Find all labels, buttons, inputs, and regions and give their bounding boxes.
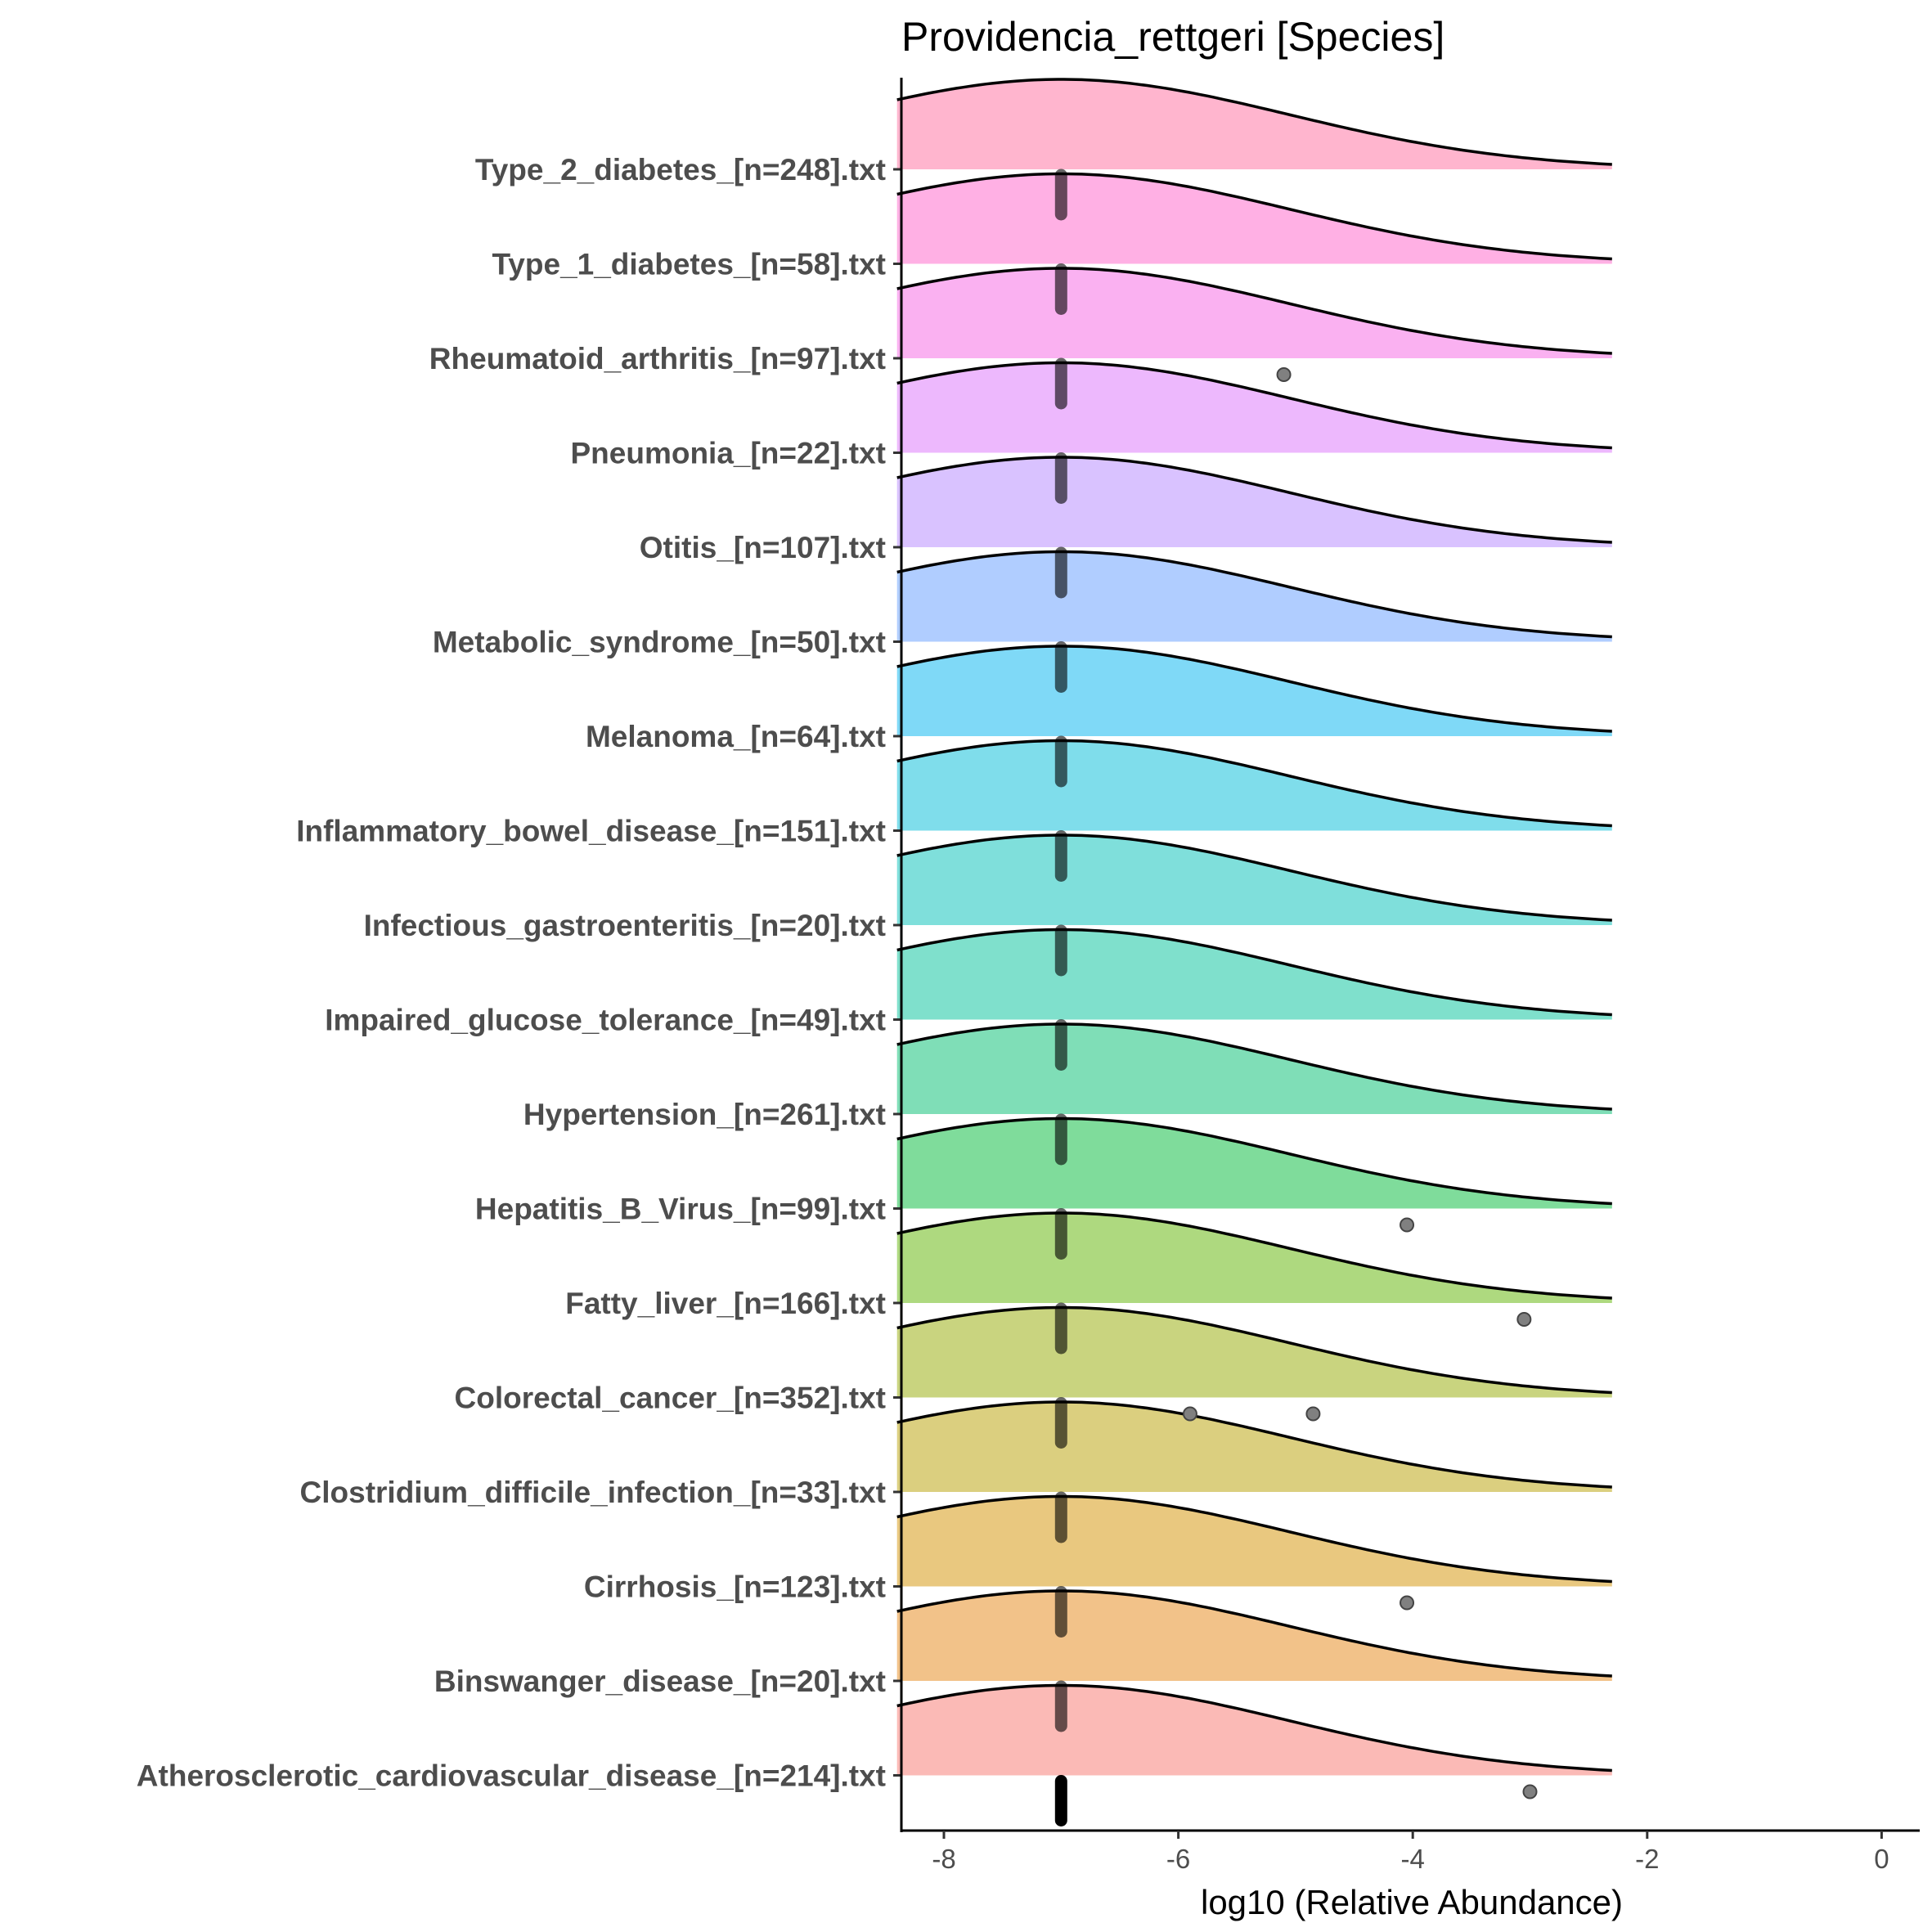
x-axis: -8 -6 -4 -2 0 (900, 78, 1920, 1874)
y-tick-label: Hepatitis_B_Virus_[n=99].txt (475, 1193, 886, 1226)
y-tick-label: Type_1_diabetes_[n=58].txt (492, 248, 886, 281)
ridge-line (896, 78, 1612, 166)
y-axis-labels: Type_2_diabetes_[n=248].txt Type_1_diabet… (137, 153, 901, 1793)
ridge-line (896, 739, 1612, 828)
y-tick-label: Melanoma_[n=64].txt (586, 720, 886, 753)
y-tick-label: Impaired_glucose_tolerance_[n=49].txt (325, 1004, 886, 1037)
ridges (896, 78, 1612, 1776)
ridge-line (896, 1211, 1612, 1300)
ridge-line (896, 833, 1612, 922)
y-tick-label: Cirrhosis_[n=123].txt (584, 1570, 886, 1604)
ridge-line (896, 1022, 1612, 1111)
y-tick-label: Type_2_diabetes_[n=248].txt (475, 153, 886, 186)
ridge-line (896, 928, 1612, 1017)
ridge-line (896, 1494, 1612, 1584)
y-tick-label: Pneumonia_[n=22].txt (570, 437, 886, 470)
outlier-point (1276, 367, 1292, 382)
x-tick-label: -8 (932, 1844, 955, 1874)
outlier-point (1305, 1406, 1321, 1422)
x-tick-label: -2 (1635, 1844, 1659, 1874)
y-tick-label: Atherosclerotic_cardiovascular_disease_[… (137, 1759, 886, 1793)
y-tick-label: Fatty_liver_[n=166].txt (565, 1287, 886, 1320)
ridge-line (896, 456, 1612, 544)
y-tick-label: Hypertension_[n=261].txt (523, 1098, 886, 1131)
ridge-line (896, 361, 1612, 450)
ridge-line (896, 1305, 1612, 1395)
ridge-line (896, 172, 1612, 261)
points (1054, 168, 1538, 1826)
chart-title: Providencia_rettgeri [Species] (901, 14, 1445, 60)
y-tick-label: Metabolic_syndrome_[n=50].txt (433, 626, 886, 659)
ridge-line (896, 550, 1612, 639)
outlier-point (1400, 1217, 1415, 1233)
outlier-point (1522, 1784, 1538, 1799)
ridge-line (896, 1589, 1612, 1678)
y-tick-label: Otitis_[n=107].txt (640, 531, 886, 564)
ridge-line (896, 1683, 1612, 1772)
outlier-point (1516, 1312, 1532, 1327)
outlier-point (1400, 1595, 1415, 1611)
outlier-point (1182, 1406, 1197, 1422)
y-tick-label: Clostridium_difficile_infection_[n=33].t… (300, 1476, 886, 1509)
y-tick-label: Colorectal_cancer_[n=352].txt (455, 1382, 887, 1415)
y-tick-label: Inflammatory_bowel_disease_[n=151].txt (296, 815, 886, 848)
y-tick-label: Rheumatoid_arthritis_[n=97].txt (429, 342, 886, 375)
x-tick-label: -4 (1401, 1844, 1425, 1874)
ridge-line (896, 1400, 1612, 1489)
x-tick-label: 0 (1874, 1844, 1889, 1874)
x-tick-label: -6 (1166, 1844, 1190, 1874)
ridge-line (896, 267, 1612, 355)
ridge-line (896, 1117, 1612, 1206)
ridge-line (896, 645, 1612, 733)
x-axis-label: log10 (Relative Abundance) (1201, 1883, 1623, 1921)
y-tick-label: Binswanger_disease_[n=20].txt (434, 1665, 886, 1698)
y-tick-label: Infectious_gastroenteritis_[n=20].txt (364, 909, 886, 942)
